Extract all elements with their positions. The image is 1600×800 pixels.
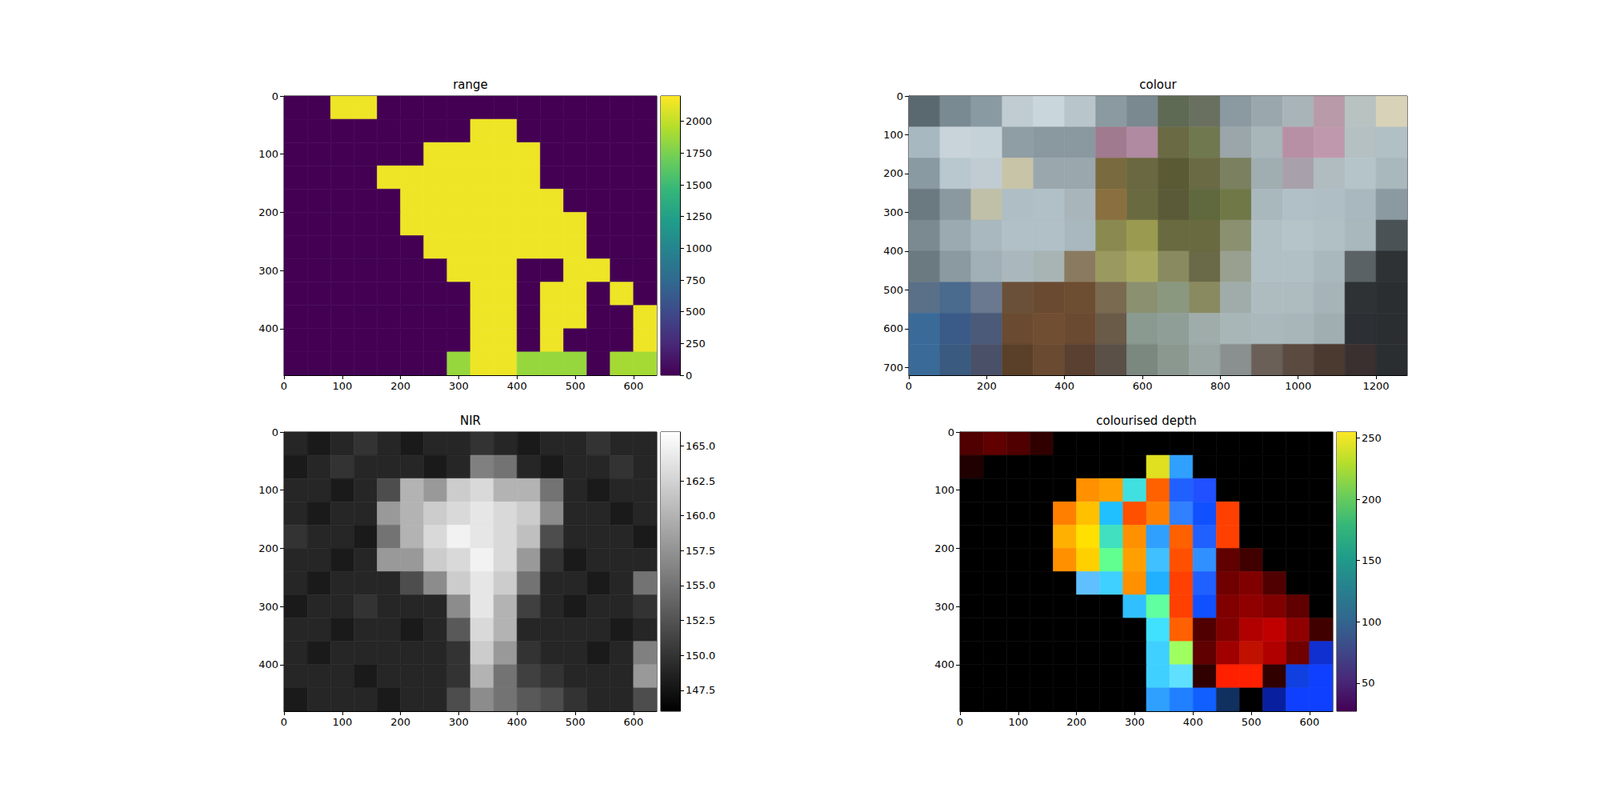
- svg-text:1250: 1250: [685, 210, 712, 223]
- svg-text:1500: 1500: [685, 179, 712, 192]
- svg-text:1200: 1200: [1363, 380, 1390, 392]
- svg-text:500: 500: [883, 284, 904, 296]
- svg-text:400: 400: [507, 380, 528, 392]
- svg-text:200: 200: [1361, 493, 1382, 506]
- svg-text:0: 0: [956, 716, 964, 728]
- svg-text:152.5: 152.5: [685, 614, 716, 627]
- svg-text:100: 100: [883, 128, 904, 141]
- svg-text:0: 0: [905, 380, 912, 392]
- svg-text:300: 300: [934, 600, 955, 613]
- svg-text:400: 400: [1054, 380, 1075, 392]
- svg-text:100: 100: [332, 380, 352, 392]
- svg-text:100: 100: [934, 484, 955, 496]
- svg-text:400: 400: [883, 244, 904, 257]
- svg-text:0: 0: [280, 380, 288, 392]
- svg-text:colourised depth: colourised depth: [1096, 413, 1197, 428]
- svg-text:200: 200: [258, 542, 279, 555]
- svg-text:1750: 1750: [685, 147, 712, 160]
- svg-text:200: 200: [1066, 716, 1087, 728]
- svg-text:750: 750: [685, 274, 706, 287]
- svg-text:200: 200: [883, 167, 904, 180]
- svg-text:400: 400: [258, 322, 279, 335]
- svg-text:NIR: NIR: [460, 413, 481, 428]
- svg-text:50: 50: [1361, 676, 1376, 689]
- svg-text:2000: 2000: [685, 115, 712, 128]
- svg-text:0: 0: [272, 90, 279, 103]
- svg-text:700: 700: [883, 361, 904, 374]
- svg-text:250: 250: [1361, 432, 1382, 444]
- svg-text:300: 300: [883, 206, 904, 219]
- svg-text:300: 300: [258, 264, 279, 277]
- svg-text:100: 100: [258, 148, 279, 160]
- svg-text:1000: 1000: [1284, 380, 1312, 392]
- svg-text:0: 0: [896, 90, 904, 103]
- svg-text:200: 200: [390, 380, 411, 392]
- svg-text:150: 150: [1361, 554, 1382, 567]
- svg-text:147.5: 147.5: [685, 684, 716, 696]
- svg-text:600: 600: [623, 716, 644, 728]
- svg-text:500: 500: [1241, 716, 1262, 728]
- svg-text:200: 200: [934, 542, 955, 555]
- svg-text:200: 200: [390, 716, 411, 728]
- svg-text:500: 500: [565, 716, 586, 728]
- svg-text:300: 300: [1124, 716, 1145, 728]
- svg-text:400: 400: [1183, 716, 1204, 728]
- svg-text:1000: 1000: [685, 242, 712, 255]
- svg-text:600: 600: [623, 380, 644, 392]
- svg-text:400: 400: [507, 716, 528, 728]
- svg-text:300: 300: [448, 380, 469, 392]
- svg-text:155.0: 155.0: [685, 579, 716, 592]
- svg-text:0: 0: [685, 369, 692, 382]
- svg-text:157.5: 157.5: [685, 544, 716, 557]
- svg-text:300: 300: [258, 600, 279, 613]
- svg-text:800: 800: [1210, 380, 1231, 392]
- svg-text:400: 400: [934, 658, 955, 671]
- svg-text:160.0: 160.0: [685, 509, 716, 522]
- svg-text:400: 400: [258, 658, 279, 671]
- svg-text:100: 100: [258, 484, 279, 496]
- svg-text:range: range: [452, 77, 488, 92]
- svg-text:300: 300: [448, 716, 469, 728]
- svg-text:100: 100: [332, 716, 352, 728]
- svg-text:162.5: 162.5: [685, 475, 716, 488]
- svg-text:250: 250: [685, 337, 706, 350]
- svg-text:500: 500: [565, 380, 586, 392]
- svg-text:150.0: 150.0: [685, 649, 716, 662]
- svg-text:100: 100: [1008, 716, 1028, 728]
- svg-text:100: 100: [1361, 616, 1382, 628]
- svg-text:165.0: 165.0: [685, 440, 716, 452]
- svg-text:200: 200: [258, 206, 279, 219]
- svg-text:600: 600: [883, 322, 904, 335]
- svg-text:600: 600: [1299, 716, 1320, 728]
- svg-text:600: 600: [1132, 380, 1153, 392]
- svg-text:0: 0: [948, 426, 955, 439]
- svg-text:0: 0: [272, 426, 279, 439]
- svg-text:colour: colour: [1139, 77, 1177, 92]
- svg-text:200: 200: [976, 380, 997, 392]
- svg-text:0: 0: [280, 716, 288, 728]
- svg-text:500: 500: [685, 305, 706, 318]
